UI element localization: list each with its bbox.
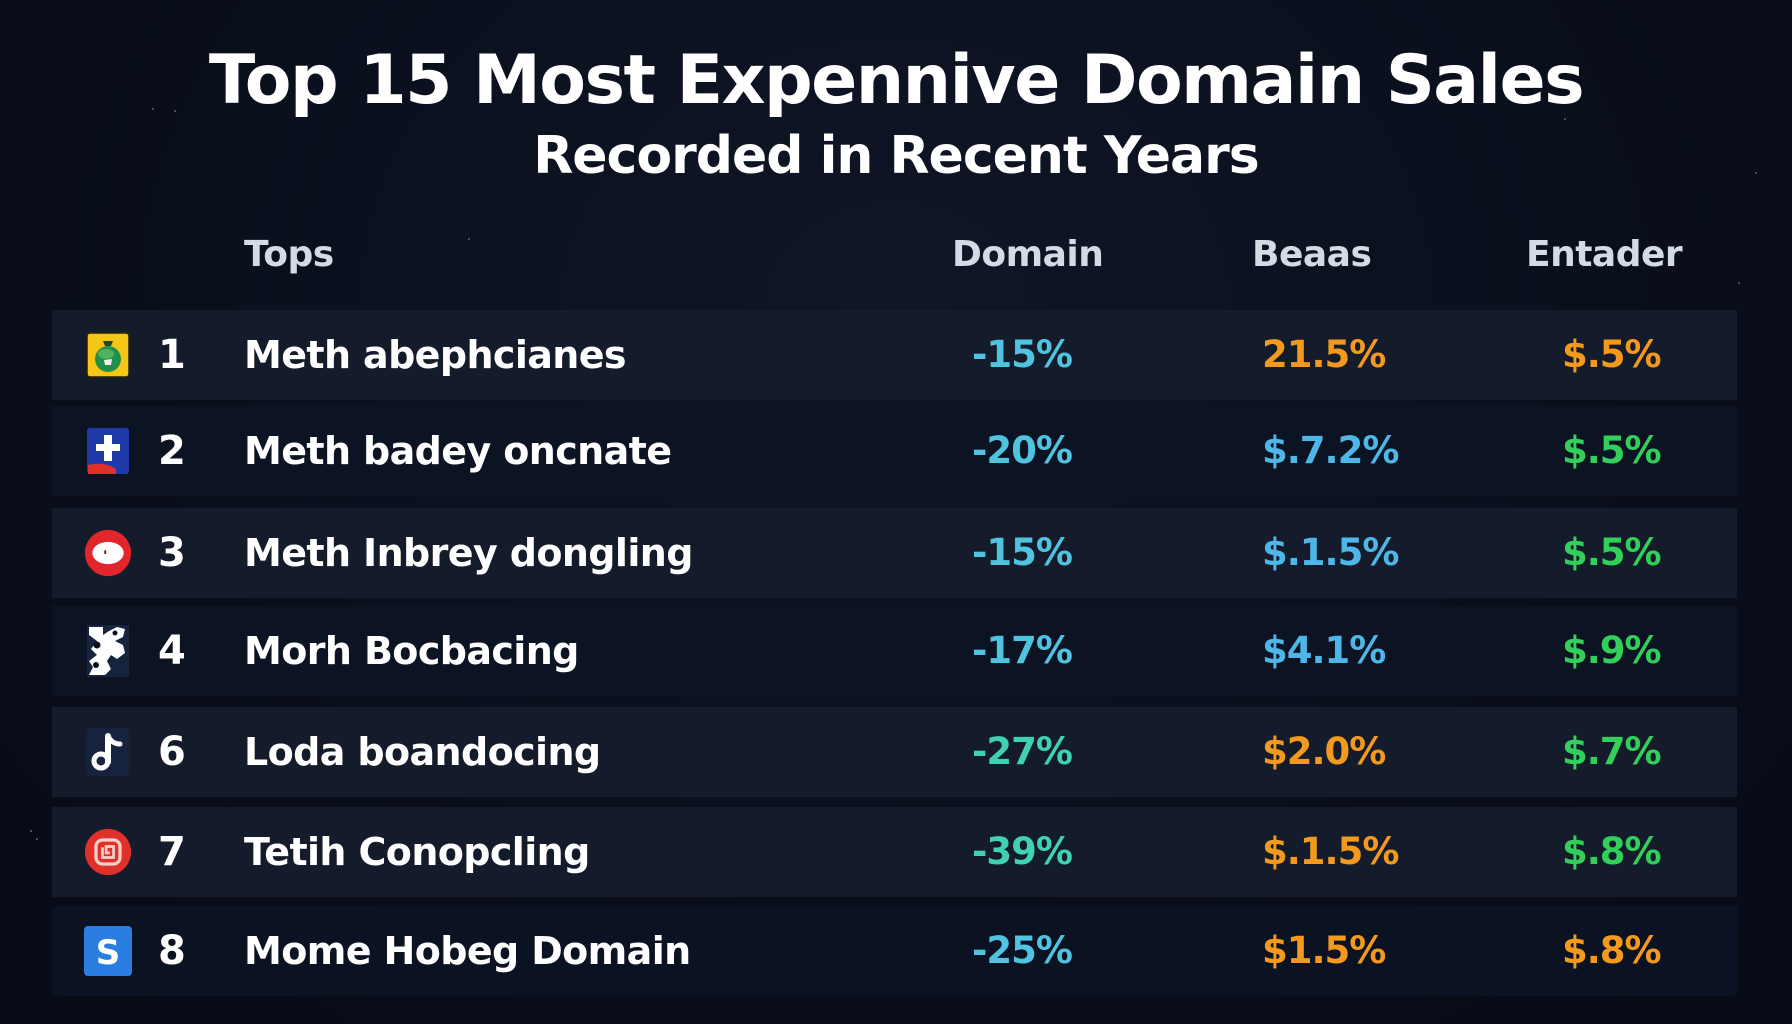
blue-cross-flag-icon (84, 426, 132, 476)
entader-value: $.5% (1562, 531, 1662, 574)
table-row: 3 Meth Inbrey dongling -15% $.1.5% $.5% (52, 508, 1737, 598)
star-dot (30, 830, 32, 832)
table-row: 2 Meth badey oncnate -20% $.7.2% $.5% (52, 406, 1737, 496)
beaas-value: $1.5% (1262, 929, 1386, 972)
table-row: 4 Morh Bocbacing -17% $4.1% $.9% (52, 606, 1737, 696)
domain-value: -27% (972, 730, 1073, 773)
yellow-green-bag-icon (84, 330, 132, 380)
beaas-value: $.1.5% (1262, 830, 1399, 873)
column-header-entader: Entader (1526, 234, 1683, 275)
star-dot (1564, 118, 1566, 120)
star-dot (36, 838, 38, 840)
column-header-domain: Domain (952, 234, 1104, 275)
domain-name: Meth badey oncnate (244, 429, 672, 473)
domain-value: -17% (972, 629, 1073, 672)
star-dot (1755, 172, 1757, 174)
domain-name: Meth abephcianes (244, 333, 627, 377)
blue-s-icon: S (84, 926, 132, 976)
domain-name: Meth Inbrey dongling (244, 531, 693, 575)
beaas-value: $.1.5% (1262, 531, 1399, 574)
domain-name: Loda boandocing (244, 730, 601, 774)
domain-value: -25% (972, 929, 1073, 972)
beaas-value: 21.5% (1262, 333, 1386, 376)
entader-value: $.8% (1562, 929, 1662, 972)
star-dot (1738, 282, 1740, 284)
rank-number: 6 (158, 729, 186, 775)
domain-name: Morh Bocbacing (244, 629, 579, 673)
table-row: 6 Loda boandocing -27% $2.0% $.7% (52, 707, 1737, 797)
entader-value: $.7% (1562, 730, 1662, 773)
page-title: Top 15 Most Expennive Domain Sales (208, 41, 1585, 120)
red-circle-icon (84, 528, 132, 578)
star-dot (174, 110, 176, 112)
star-dot (468, 238, 470, 240)
table-header: Tops Domain Beaas Entader (0, 230, 1792, 280)
entader-value: $.5% (1562, 429, 1662, 472)
music-note-icon (84, 727, 132, 777)
beaas-value: $4.1% (1262, 629, 1386, 672)
table-row: 7 Tetih Conopcling -39% $.1.5% $.8% (52, 807, 1737, 897)
rank-number: 7 (158, 829, 186, 875)
beaas-value: $.7.2% (1262, 429, 1399, 472)
rank-number: 3 (158, 530, 186, 576)
domain-value: -15% (972, 333, 1073, 376)
table-row: S 8 Mome Hobeg Domain -25% $1.5% $.8% (52, 906, 1737, 996)
page-subtitle: Recorded in Recent Years (533, 126, 1259, 186)
domain-value: -20% (972, 429, 1073, 472)
star-dot (152, 108, 154, 110)
column-header-beaas: Beaas (1252, 234, 1372, 275)
red-spiral-icon (84, 827, 132, 877)
rank-number: 2 (158, 428, 186, 474)
column-header-tops: Tops (244, 234, 334, 275)
entader-value: $.9% (1562, 629, 1662, 672)
svg-text:S: S (96, 933, 121, 973)
beaas-value: $2.0% (1262, 730, 1386, 773)
table-row: 1 Meth abephcianes -15% 21.5% $.5% (52, 310, 1737, 400)
entader-value: $.8% (1562, 830, 1662, 873)
entader-value: $.5% (1562, 333, 1662, 376)
domain-value: -15% (972, 531, 1073, 574)
rank-number: 8 (158, 928, 186, 974)
rank-number: 1 (158, 332, 186, 378)
domain-name: Mome Hobeg Domain (244, 929, 691, 973)
rank-number: 4 (158, 628, 186, 674)
black-white-pattern-icon (84, 625, 132, 677)
domain-value: -39% (972, 830, 1073, 873)
domain-name: Tetih Conopcling (244, 830, 590, 874)
